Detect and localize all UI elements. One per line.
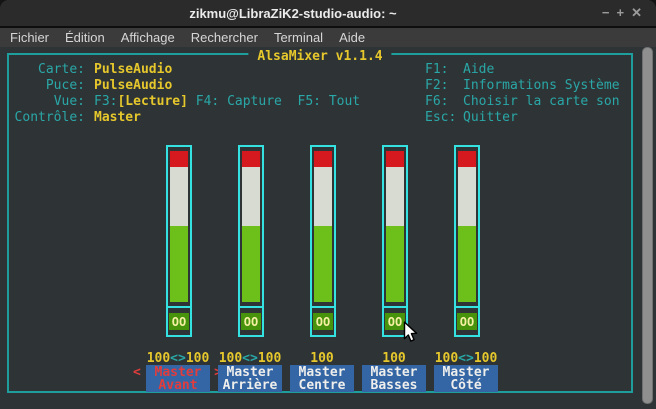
mute-indicator-centre[interactable]: OO (313, 313, 333, 330)
bar-fill (170, 151, 188, 302)
help-f2-key: F2: (425, 78, 449, 93)
volume-bar-cote[interactable]: OO (454, 145, 480, 337)
help-f6-line: F6: Choisir la carte son (425, 94, 620, 110)
bar-fill (242, 151, 260, 302)
bar-divider (454, 306, 480, 308)
card-info-line: Carte: PulseAudio (9, 62, 172, 78)
channel-subname: Centre (298, 378, 346, 393)
mute-state: OO (315, 314, 331, 329)
channel-name: Master (298, 365, 346, 380)
help-f2-label: Informations Système (463, 78, 620, 93)
control-value: Master (94, 110, 141, 125)
bar-fill (458, 151, 476, 302)
titlebar[interactable]: zikmu@LibraZiK2-studio-audio: ~ − + ✕ (0, 0, 656, 28)
bar-divider (166, 306, 192, 308)
volume-bar-avant[interactable]: OO (166, 145, 192, 337)
volume-value-cote: 100<>100 (434, 351, 498, 366)
volume-bar-centre[interactable]: OO (310, 145, 336, 337)
channel-subname: Arrière (222, 378, 278, 393)
channel-name: Master (370, 365, 418, 380)
volume-bar-arriere[interactable]: OO (238, 145, 264, 337)
view-label: Vue: (53, 94, 85, 109)
bar-divider (310, 306, 336, 308)
help-f6-key: F6: (425, 94, 449, 109)
minimize-button[interactable]: − (601, 5, 610, 20)
channel-subname: Côté (450, 378, 482, 393)
control-label: Contrôle: (14, 110, 85, 125)
mute-state: OO (171, 314, 187, 329)
mute-state: OO (243, 314, 259, 329)
channel-master-basses[interactable]: Master Basses (362, 365, 426, 392)
channel-master-cote[interactable]: Master Côté (434, 365, 498, 392)
channel-name: Master (226, 365, 274, 380)
card-value: PulseAudio (94, 62, 173, 77)
maximize-button[interactable]: + (616, 5, 625, 20)
terminal-screen[interactable]: AlsaMixer v1.1.4 Carte: PulseAudio Puce:… (0, 47, 656, 409)
channel-master-centre[interactable]: Master Centre (290, 365, 354, 392)
scrollbar-thumb[interactable] (642, 47, 653, 404)
help-esc-label: Quitter (463, 110, 518, 125)
close-button[interactable]: ✕ (631, 5, 642, 20)
mute-indicator-cote[interactable]: OO (457, 313, 477, 330)
bar-divider (238, 306, 264, 308)
mute-indicator-arriere[interactable]: OO (241, 313, 261, 330)
volume-value-basses: 100 (382, 351, 406, 366)
channel-name: Master (442, 365, 490, 380)
help-f1-label: Aide (463, 62, 495, 77)
menu-rechercher[interactable]: Rechercher (190, 30, 258, 45)
help-f1-key: F1: (425, 62, 449, 77)
help-f6-label: Choisir la carte son (463, 94, 620, 109)
volume-value-avant: 100<>100 (146, 351, 210, 366)
control-info-line: Contrôle: Master (9, 110, 141, 126)
window-title: zikmu@LibraZiK2-studio-audio: ~ (189, 5, 397, 21)
bar-divider (382, 306, 408, 308)
channel-subname: Avant (158, 378, 198, 393)
volume-bar-basses[interactable]: OO (382, 145, 408, 337)
mute-state: OO (387, 314, 403, 329)
channel-subname: Basses (370, 378, 418, 393)
chip-value: PulseAudio (94, 78, 173, 93)
mute-indicator-basses[interactable]: OO (385, 313, 405, 330)
channel-master-arriere[interactable]: Master Arrière (218, 365, 282, 392)
menu-affichage[interactable]: Affichage (120, 30, 175, 45)
view-other-modes[interactable]: F4: Capture F5: Tout (187, 94, 361, 109)
help-esc-line: Esc: Quitter (425, 110, 518, 126)
channel-name: Master (154, 365, 202, 380)
volume-value-centre: 100 (310, 351, 334, 366)
alsamixer-version-title: AlsaMixer v1.1.4 (248, 49, 392, 65)
chip-info-line: Puce: PulseAudio (9, 78, 172, 94)
chip-label: Puce: (45, 78, 85, 93)
view-info-line: Vue: F3:[Lecture] F4: Capture F5: Tout (9, 94, 360, 110)
alsamixer-frame: AlsaMixer v1.1.4 Carte: PulseAudio Puce:… (7, 49, 633, 393)
card-label: Carte: (38, 62, 85, 77)
mute-indicator-avant[interactable]: OO (169, 313, 189, 330)
view-f3-key[interactable]: F3: (94, 94, 118, 109)
channel-master-avant[interactable]: < Master Avant > (133, 365, 222, 393)
help-esc-key: Esc: (425, 110, 457, 125)
bar-fill (314, 151, 332, 302)
menu-terminal[interactable]: Terminal (273, 30, 324, 45)
volume-value-arriere: 100<>100 (218, 351, 282, 366)
help-f1-line: F1: Aide (425, 62, 494, 78)
menu-fichier[interactable]: Fichier (10, 30, 50, 45)
view-modes: F3:[Lecture] F4: Capture F5: Tout (94, 94, 360, 110)
menu-edition[interactable]: Édition (65, 30, 105, 45)
menu-aide[interactable]: Aide (339, 30, 366, 45)
selection-marker-left: < (133, 365, 141, 380)
bar-fill (386, 151, 404, 302)
mute-state: OO (459, 314, 475, 329)
help-f2-line: F2: Informations Système (425, 78, 620, 94)
window-controls: − + ✕ (570, 0, 656, 26)
menubar: Fichier Édition Affichage Rechercher Ter… (0, 28, 656, 47)
view-f3-active[interactable]: [Lecture] (117, 94, 188, 109)
